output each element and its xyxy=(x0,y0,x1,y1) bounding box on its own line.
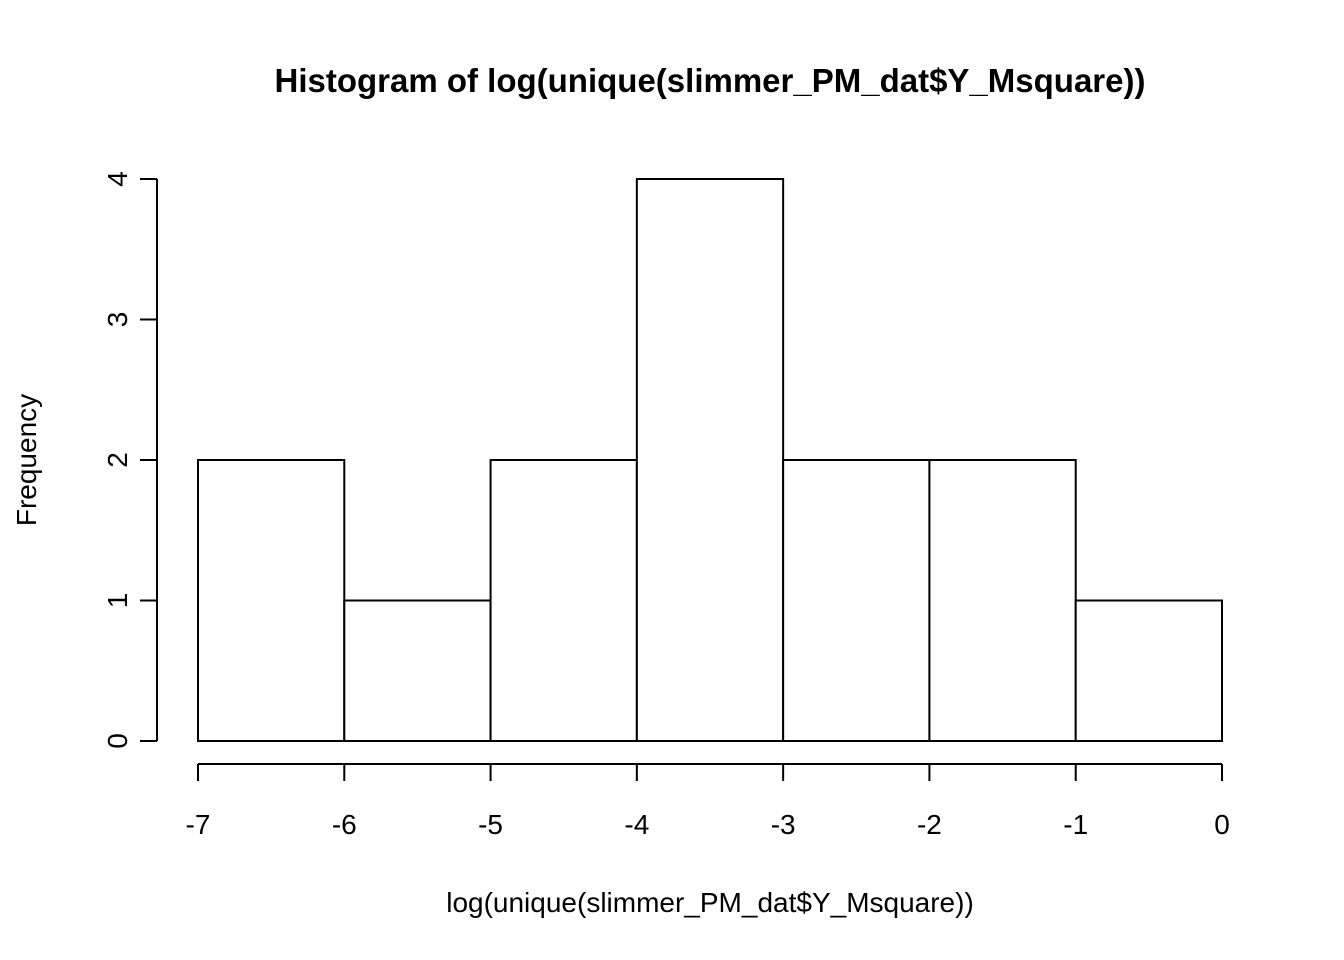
y-tick-label: 4 xyxy=(102,171,133,187)
y-axis: 0 1 2 3 4 xyxy=(102,171,158,749)
histogram-bar-5 xyxy=(928,459,1077,742)
x-tick-label: -6 xyxy=(332,809,357,840)
y-tick-label: 3 xyxy=(102,312,133,328)
bars-group xyxy=(197,178,1223,742)
x-tick-label: -3 xyxy=(771,809,796,840)
histogram-bar-4 xyxy=(782,459,931,742)
histogram-bar-3 xyxy=(635,178,785,742)
y-tick-label: 2 xyxy=(102,452,133,468)
histogram-bar-6 xyxy=(1074,599,1223,742)
x-tick-label: -7 xyxy=(186,809,211,840)
y-tick-label: 0 xyxy=(102,733,133,749)
x-axis-label: log(unique(slimmer_PM_dat$Y_Msquare)) xyxy=(446,887,974,918)
histogram-bar-0 xyxy=(197,459,346,742)
x-tick-label: -4 xyxy=(624,809,649,840)
x-tick-label: -2 xyxy=(917,809,942,840)
x-axis: -7 -6 -5 -4 -3 -2 -1 0 xyxy=(186,763,1230,840)
histogram-bar-2 xyxy=(489,459,638,742)
chart-title: Histogram of log(unique(slimmer_PM_dat$Y… xyxy=(275,62,1146,99)
histogram-bar-1 xyxy=(343,599,492,742)
x-tick-label: -5 xyxy=(478,809,503,840)
y-tick-label: 1 xyxy=(102,593,133,609)
x-tick-label: 0 xyxy=(1214,809,1230,840)
x-tick-label: -1 xyxy=(1063,809,1088,840)
y-axis-label: Frequency xyxy=(11,394,42,526)
